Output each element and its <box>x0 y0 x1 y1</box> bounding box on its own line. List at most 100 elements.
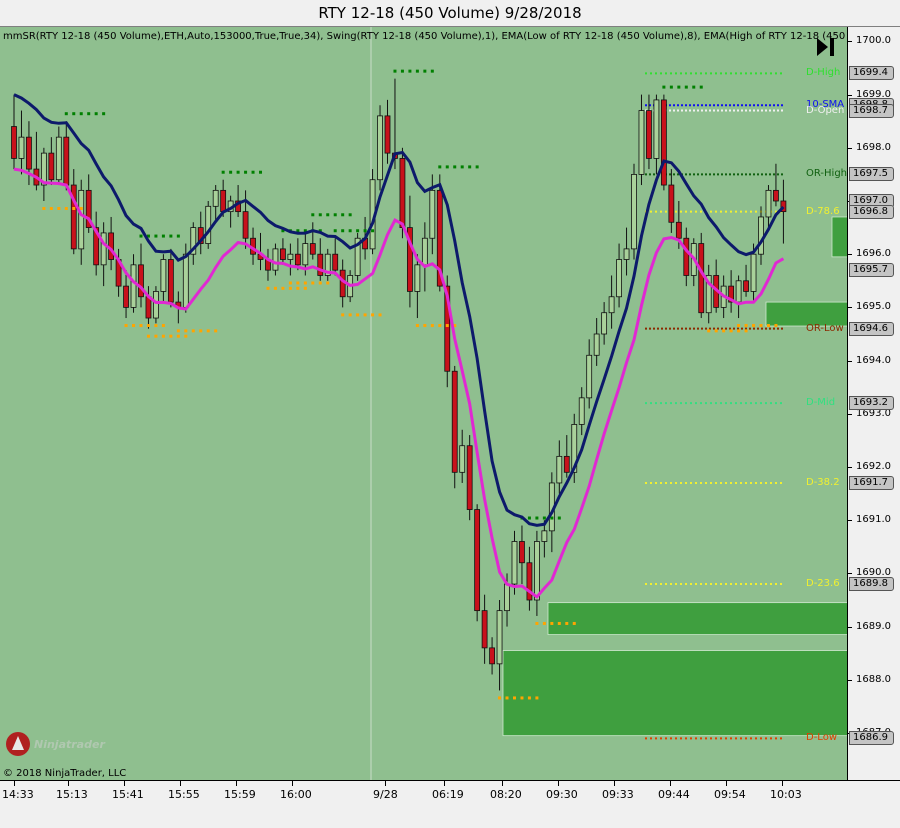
swing-high-dot <box>221 170 225 174</box>
x-tick-mark <box>502 781 503 786</box>
swing-high-dot <box>400 69 404 73</box>
swing-low-dot <box>326 281 330 285</box>
candle-body <box>773 189 779 202</box>
swing-high-dot <box>348 213 352 217</box>
swing-high-dot <box>341 229 345 233</box>
y-tick-mark <box>848 626 852 628</box>
candle-body <box>100 232 107 266</box>
swing-low-dot <box>132 324 136 328</box>
window-title: RTY 12-18 (450 Volume) 9/28/2018 <box>0 0 900 27</box>
x-tick-label: 15:41 <box>112 788 144 801</box>
candle-body <box>578 397 585 425</box>
swing-low-dot <box>438 324 442 328</box>
candle-body <box>541 530 548 542</box>
swing-low-dot <box>184 329 188 333</box>
swing-low-dot <box>737 324 741 328</box>
swing-low-dot <box>214 329 218 333</box>
candle-body <box>130 264 137 308</box>
swing-low-dot <box>722 329 726 333</box>
swing-low-dot <box>737 329 741 333</box>
candle-body <box>407 227 413 292</box>
candle-body <box>608 296 615 314</box>
x-tick-label: 14:33 <box>2 788 34 801</box>
swing-low-dot <box>139 324 143 328</box>
price-marker-label: 1693.2 <box>849 396 894 411</box>
y-tick-mark <box>848 147 852 149</box>
candle-body <box>519 541 525 564</box>
swing-low-dot <box>303 286 307 290</box>
chart-panel[interactable]: D-High 10-SMA D-Open OR-High D-78.6 OR-Low D-M… <box>0 27 848 780</box>
swing-high-dot <box>169 234 173 238</box>
y-tick-label: 1694.0 <box>856 354 891 366</box>
swing-low-dot <box>752 324 756 328</box>
candle-body <box>683 237 690 276</box>
x-tick-label: 15:13 <box>56 788 88 801</box>
x-tick-mark <box>614 781 615 786</box>
x-tick-mark <box>68 781 69 786</box>
swing-low-dot <box>759 324 763 328</box>
sr-zone <box>547 602 848 635</box>
level-label: D-78.6 <box>806 205 840 217</box>
y-tick-label: 1695.0 <box>856 301 891 313</box>
x-tick-mark <box>14 781 15 786</box>
swing-high-dot <box>453 165 457 169</box>
price-marker-label: 1697.5 <box>849 167 894 182</box>
level-label: D-38.2 <box>806 476 840 488</box>
level-label: D-Open <box>806 104 845 116</box>
sr-zone <box>831 216 848 258</box>
swing-high-dot <box>557 516 561 520</box>
swing-low-dot <box>49 207 53 210</box>
ema-high-line <box>13 93 785 527</box>
time-axis[interactable]: 14:33 15:13 15:41 15:55 15:59 16:00 9/28 06:19 0… <box>0 780 900 828</box>
swing-high-dot <box>72 112 76 116</box>
swing-low-dot <box>176 329 180 333</box>
swing-high-dot <box>475 165 479 169</box>
level-label: D-23.6 <box>806 578 840 590</box>
copyright-text: © 2018 NinjaTrader, LLC <box>3 768 127 779</box>
candle-body <box>728 285 735 303</box>
candle-body <box>123 285 129 308</box>
candle-body <box>481 610 488 649</box>
swing-low-dot <box>527 696 531 700</box>
candle-body <box>765 189 772 218</box>
swing-high-dot <box>393 69 397 73</box>
candle-body <box>429 189 436 239</box>
candle-body <box>93 227 100 266</box>
level-label: OR-Low <box>806 322 844 334</box>
candle-body <box>780 200 787 213</box>
swing-low-dot <box>311 281 315 285</box>
swing-low-dot <box>415 324 419 328</box>
x-tick-mark <box>292 781 293 786</box>
scroll-to-end-icon[interactable] <box>814 35 838 59</box>
candle-body <box>138 264 144 298</box>
swing-low-dot <box>206 329 210 333</box>
candle-body <box>287 253 294 260</box>
swing-high-dot <box>154 234 158 238</box>
swing-high-dot <box>684 85 688 89</box>
candle-body <box>646 110 652 159</box>
price-marker-label: 1696.8 <box>849 204 894 219</box>
swing-low-dot <box>371 313 375 317</box>
swing-high-dot <box>363 229 367 233</box>
x-tick-label: 09:54 <box>714 788 746 801</box>
swing-high-dot <box>64 112 68 116</box>
y-tick-label: 1693.0 <box>856 407 891 419</box>
y-tick-mark <box>848 573 852 575</box>
swing-low-dot <box>557 621 561 625</box>
swing-high-dot <box>87 112 91 116</box>
swing-low-dot <box>535 621 539 625</box>
candle-body <box>638 110 645 175</box>
candle-body <box>48 152 55 181</box>
price-axis[interactable]: 1700.01699.01698.01697.01696.01695.01694… <box>847 27 900 780</box>
swing-high-dot <box>161 234 165 238</box>
x-tick-label: 15:55 <box>168 788 200 801</box>
candle-body <box>332 253 339 271</box>
swing-low-dot <box>572 621 576 625</box>
swing-low-dot <box>744 324 748 328</box>
candle-body <box>459 445 466 473</box>
swing-low-dot <box>453 324 457 328</box>
level-label: D-Mid <box>806 397 836 409</box>
x-tick-label: 09:30 <box>546 788 578 801</box>
price-marker-label: 1686.9 <box>849 731 894 746</box>
